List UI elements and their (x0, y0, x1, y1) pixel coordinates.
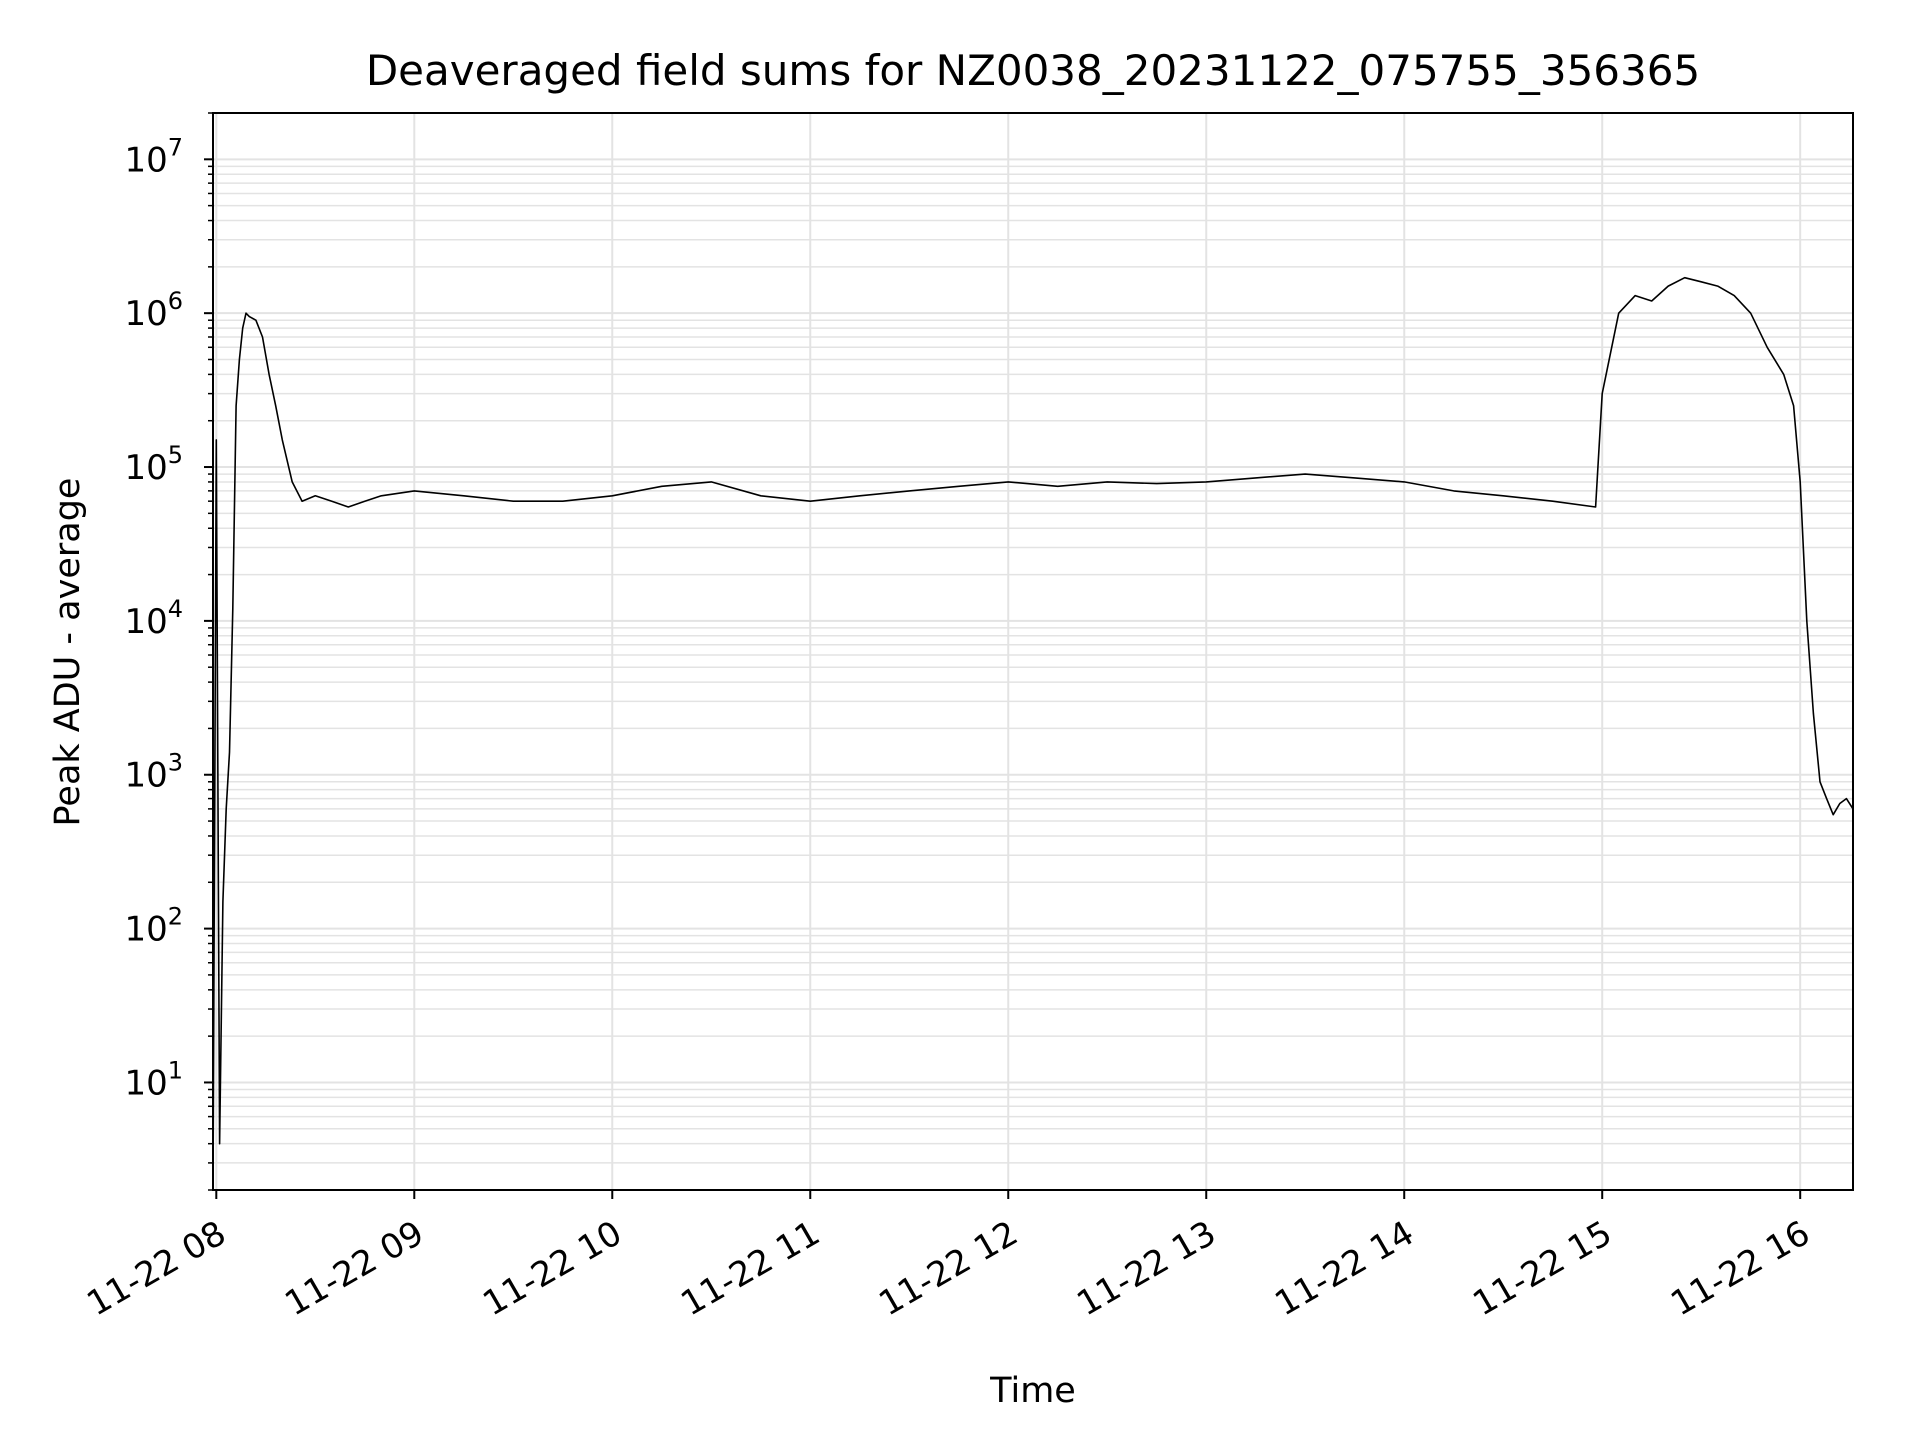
y-tick-label-exponent: 2 (168, 903, 183, 931)
y-tick-label-base: 10 (124, 448, 167, 488)
y-tick-label-base: 10 (124, 1063, 167, 1103)
y-tick-label-base: 10 (124, 602, 167, 642)
series-group (213, 276, 1853, 1190)
y-axis-title: Peak ADU - average (48, 478, 88, 827)
y-tick-label-exponent: 4 (168, 595, 183, 623)
chart-title: Deaveraged field sums for NZ0038_2023112… (366, 46, 1700, 95)
y-tick-label-base: 10 (124, 756, 167, 796)
y-tick-label-exponent: 7 (168, 133, 183, 161)
y-tick-label-exponent: 5 (168, 441, 183, 469)
major-gridlines (213, 113, 1853, 1190)
series-line (213, 276, 1853, 1190)
y-tick-label-exponent: 3 (168, 749, 183, 777)
y-tick-label: 105 (124, 441, 183, 488)
y-tick-label: 104 (124, 595, 183, 642)
y-tick-label-base: 10 (124, 910, 167, 950)
y-tick-label: 102 (124, 903, 183, 950)
y-tick-label-exponent: 6 (168, 287, 183, 315)
y-tick-label: 101 (124, 1056, 183, 1103)
minor-gridlines (213, 112, 1853, 1191)
y-tick-label-exponent: 1 (168, 1056, 183, 1084)
x-axis-title: Time (989, 1371, 1076, 1411)
y-tick-label-base: 10 (124, 140, 167, 180)
y-tick-label: 106 (124, 287, 183, 334)
y-tick-label: 107 (124, 133, 183, 180)
plot-area-frame (212, 112, 1854, 1191)
y-tick-label: 103 (124, 749, 183, 796)
y-tick-label-base: 10 (124, 294, 167, 334)
